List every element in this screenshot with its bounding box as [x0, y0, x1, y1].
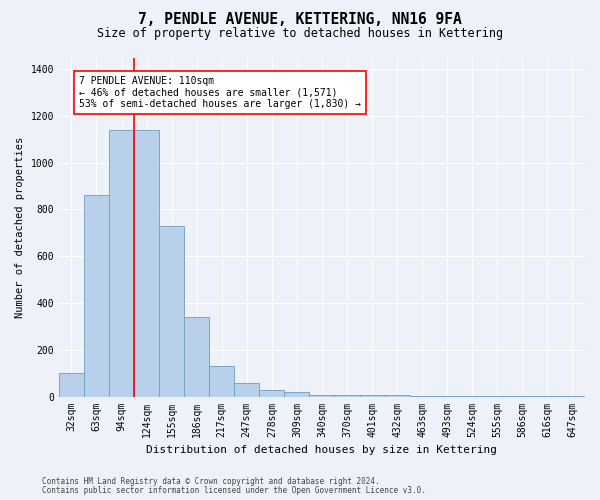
Bar: [84, 196, 109, 396]
Bar: [159, 226, 184, 396]
Text: Contains public sector information licensed under the Open Government Licence v3: Contains public sector information licen…: [42, 486, 426, 495]
Y-axis label: Number of detached properties: Number of detached properties: [15, 136, 25, 318]
Bar: [259, 390, 284, 396]
Bar: [59, 373, 84, 396]
Bar: [184, 317, 209, 396]
Text: 7 PENDLE AVENUE: 110sqm
← 46% of detached houses are smaller (1,571)
53% of semi: 7 PENDLE AVENUE: 110sqm ← 46% of detache…: [79, 76, 361, 110]
Bar: [209, 366, 234, 396]
Bar: [234, 382, 259, 396]
Text: Contains HM Land Registry data © Crown copyright and database right 2024.: Contains HM Land Registry data © Crown c…: [42, 477, 380, 486]
Text: Size of property relative to detached houses in Kettering: Size of property relative to detached ho…: [97, 28, 503, 40]
Text: 7, PENDLE AVENUE, KETTERING, NN16 9FA: 7, PENDLE AVENUE, KETTERING, NN16 9FA: [138, 12, 462, 28]
X-axis label: Distribution of detached houses by size in Kettering: Distribution of detached houses by size …: [146, 445, 497, 455]
Bar: [284, 392, 310, 396]
Bar: [134, 130, 159, 396]
Bar: [109, 130, 134, 396]
